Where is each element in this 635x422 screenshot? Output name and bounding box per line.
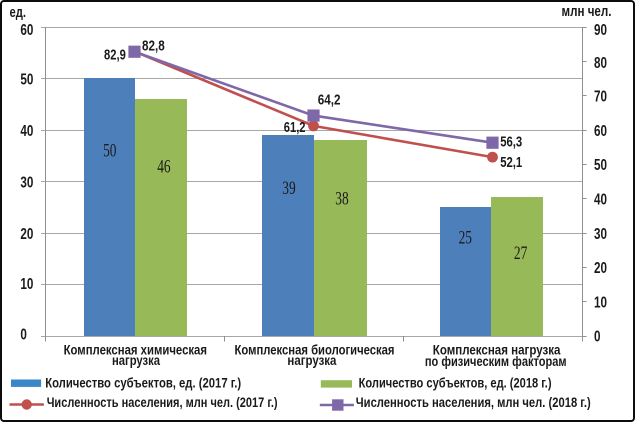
svg-text:30: 30 [594,226,607,243]
svg-text:Комплексная биологическая: Комплексная биологическая [235,341,395,357]
svg-text:70: 70 [594,89,607,106]
svg-text:нагрузка: нагрузка [112,352,160,368]
svg-text:Количество субъектов, ед. (201: Количество субъектов, ед. (2018 г.) [359,374,552,390]
svg-text:20: 20 [20,226,33,243]
svg-text:60: 60 [20,22,33,39]
svg-text:80: 80 [594,55,607,72]
svg-text:82,8: 82,8 [142,37,165,54]
svg-text:20: 20 [594,260,607,277]
svg-text:50: 50 [20,71,33,88]
svg-text:25: 25 [459,229,472,249]
svg-text:52,1: 52,1 [500,154,522,171]
svg-text:0: 0 [20,327,27,344]
svg-text:Количество субъектов, ед. (201: Количество субъектов, ед. (2017 г.) [45,374,241,390]
svg-text:Комплексная химическая: Комплексная химическая [64,341,207,357]
svg-text:56,3: 56,3 [500,133,522,150]
svg-text:27: 27 [514,244,527,264]
svg-text:млн чел.: млн чел. [562,3,612,20]
svg-text:61,2: 61,2 [284,119,306,136]
svg-text:39: 39 [282,179,295,199]
svg-text:Численность населения, млн чел: Численность населения, млн чел. (2017 г.… [47,394,278,410]
svg-text:ед.: ед. [10,4,27,21]
svg-text:50: 50 [594,157,607,174]
svg-text:60: 60 [594,123,607,140]
svg-text:38: 38 [335,189,348,209]
svg-text:10: 10 [594,295,607,312]
svg-text:90: 90 [594,22,607,39]
svg-text:по физическим факторам: по физическим факторам [425,353,567,369]
svg-text:40: 40 [20,123,33,140]
svg-text:46: 46 [157,158,170,178]
svg-text:Численность населения, млн чел: Численность населения, млн чел. (2018 г.… [356,394,591,410]
svg-text:10: 10 [20,276,33,293]
svg-text:40: 40 [594,192,607,209]
svg-text:64,2: 64,2 [318,91,341,108]
svg-text:50: 50 [103,142,116,162]
svg-text:нагрузка: нагрузка [287,352,336,368]
svg-text:82,9: 82,9 [104,46,126,63]
svg-text:0: 0 [594,328,601,345]
svg-text:30: 30 [20,174,33,191]
svg-text:Комплексная нагрузка: Комплексная нагрузка [433,341,561,357]
